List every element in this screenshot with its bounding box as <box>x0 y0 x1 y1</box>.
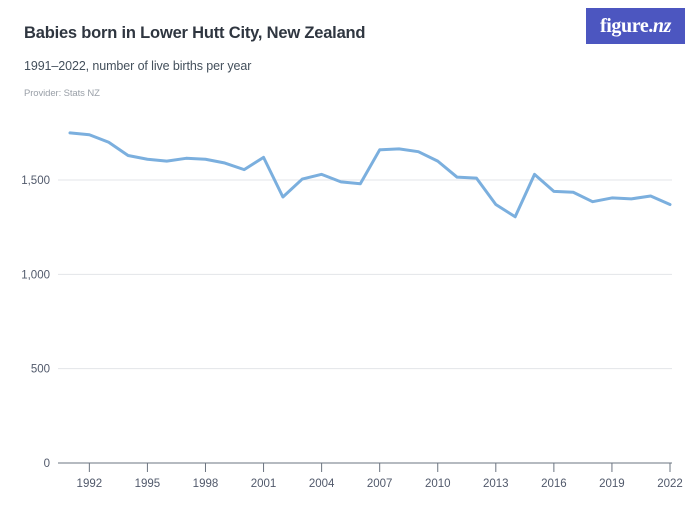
y-tick-label: 1,000 <box>21 269 50 281</box>
x-tick-label: 2001 <box>251 478 277 490</box>
x-tick-label: 2013 <box>483 478 509 490</box>
chart-plot-area: 0 500 1,000 1,500 1992 1995 1998 2001 2004 2007 2… <box>0 110 700 525</box>
x-tick-label: 2004 <box>309 478 335 490</box>
gridlines-group <box>58 179 672 464</box>
y-tick-label: 0 <box>44 458 50 470</box>
x-tick-label: 2016 <box>541 478 567 490</box>
y-tick-label: 500 <box>31 364 50 376</box>
data-line-live-births <box>68 131 672 219</box>
logo-suffix: nz <box>652 15 672 37</box>
x-tick-label: 2010 <box>425 478 451 490</box>
x-axis-tick-labels: 1992 1995 1998 2001 2004 2007 2010 2013 2016 2019… <box>77 478 683 490</box>
x-tick-label: 2019 <box>599 478 625 490</box>
x-tick-label: 1992 <box>77 478 103 490</box>
logo-prefix: figure. <box>599 15 653 37</box>
figure-nz-logo[interactable]: figure.nz <box>586 8 685 44</box>
y-tick-label: 1,500 <box>21 175 50 187</box>
x-tick-label: 1995 <box>135 478 161 490</box>
x-tick-label: 2007 <box>367 478 393 490</box>
logo-text: figure.nz <box>600 16 671 36</box>
x-tick-label: 2022 <box>657 478 683 490</box>
y-axis-tick-labels: 0 500 1,000 1,500 <box>21 175 50 470</box>
page-title: Babies born in Lower Hutt City, New Zeal… <box>24 24 366 42</box>
x-tick-label: 1998 <box>193 478 219 490</box>
chart-header: Babies born in Lower Hutt City, New Zeal… <box>0 0 700 110</box>
x-axis-group <box>88 463 671 472</box>
chart-subtitle: 1991–2022, number of live births per yea… <box>24 59 252 73</box>
line-chart-svg: 0 500 1,000 1,500 1992 1995 1998 2001 2004 2007 2… <box>21 131 683 490</box>
provider-label: Provider: Stats NZ <box>24 88 100 99</box>
